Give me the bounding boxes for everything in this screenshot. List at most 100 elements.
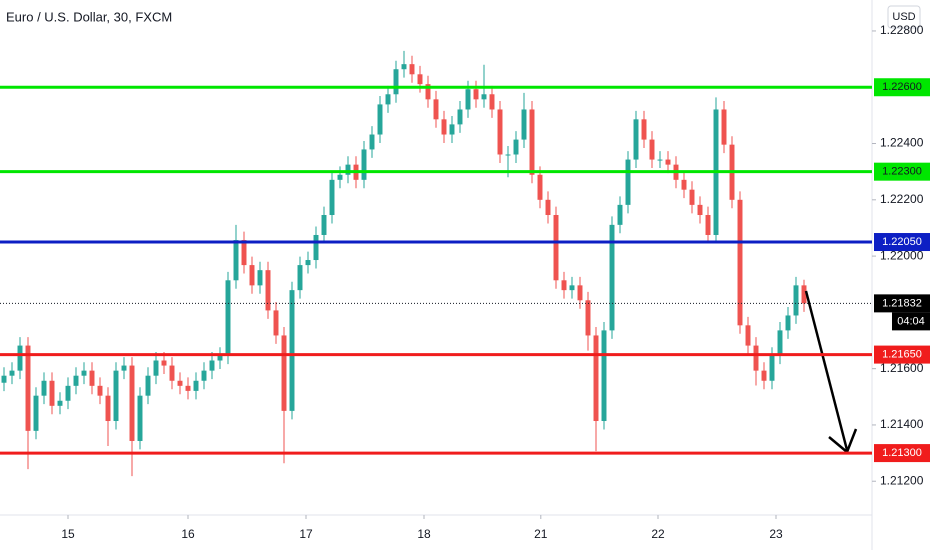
candle-body: [745, 325, 751, 346]
currency-button[interactable]: [887, 5, 921, 29]
candle-body: [41, 380, 47, 396]
candle-body: [473, 89, 479, 100]
currency-label[interactable]: USD: [892, 11, 915, 23]
countdown-box: [892, 312, 930, 331]
candle-body: [497, 109, 503, 155]
candle-body: [337, 174, 343, 180]
candle-body: [425, 84, 431, 100]
level-label: 1.21650: [882, 348, 922, 360]
level-label-box: [874, 233, 930, 252]
candle-body: [785, 315, 791, 331]
y-tick-label: 1.21600: [880, 361, 924, 375]
candle-body: [449, 124, 455, 135]
candle-body: [601, 330, 607, 422]
countdown-label: 04:04: [897, 315, 925, 327]
candle-body: [209, 360, 215, 371]
candle-body: [537, 174, 543, 200]
candle-body: [593, 335, 599, 422]
candle-body: [1, 375, 7, 383]
candle-body: [665, 159, 671, 165]
candle-body: [633, 119, 639, 160]
candle-body: [329, 179, 335, 216]
candle-body: [73, 375, 79, 386]
candle-body: [737, 199, 743, 326]
candle-body: [233, 240, 239, 281]
candle-body: [33, 395, 39, 431]
candle-body: [681, 179, 687, 190]
candle-body: [577, 285, 583, 301]
candle-body: [761, 370, 767, 381]
candle-body: [625, 159, 631, 205]
candle-body: [721, 109, 727, 145]
candle-body: [145, 375, 151, 396]
candle-body: [753, 345, 759, 371]
candle-body: [585, 300, 591, 336]
candle-body: [529, 109, 535, 175]
level-label-box: [874, 345, 930, 364]
candle-body: [313, 234, 319, 261]
candle-body: [121, 365, 127, 371]
candle-body: [161, 360, 167, 366]
candle-body: [489, 94, 495, 110]
candle-body: [641, 119, 647, 140]
candle-body: [521, 109, 527, 140]
candle-body: [65, 385, 71, 401]
y-tick-label: 1.21400: [880, 417, 924, 431]
x-tick-label: 21: [534, 527, 548, 541]
candle-body: [89, 370, 95, 386]
candle-body: [257, 270, 263, 286]
candle-body: [609, 224, 615, 331]
candle-body: [377, 104, 383, 135]
y-tick-label: 1.22800: [880, 23, 924, 37]
level-label-box: [874, 78, 930, 97]
candle-body: [217, 355, 223, 361]
candle-body: [169, 365, 175, 381]
candle-body: [17, 345, 23, 371]
candle-body: [705, 215, 711, 235]
y-tick-label: 1.21200: [880, 473, 924, 487]
last-price-box: [874, 294, 930, 313]
candle-body: [697, 204, 703, 216]
candle-body: [369, 134, 375, 150]
y-tick-label: 1.22400: [880, 136, 924, 150]
last-price-label: 1.21832: [882, 297, 922, 309]
level-label-box: [874, 162, 930, 181]
candle-body: [305, 260, 311, 266]
candle-body: [561, 280, 567, 291]
candle-body: [505, 154, 511, 156]
candle-body: [25, 345, 31, 431]
candle-body: [153, 360, 159, 376]
candle-body: [97, 385, 103, 396]
level-label-box: [874, 444, 930, 463]
candle-body: [457, 109, 463, 125]
candle-body: [689, 189, 695, 205]
candle-body: [393, 69, 399, 95]
x-tick-label: 23: [769, 527, 783, 541]
candle-body: [769, 355, 775, 381]
level-label: 1.22050: [882, 236, 922, 248]
candle-body: [201, 370, 207, 381]
candle-body: [81, 370, 87, 376]
candle-body: [321, 215, 327, 235]
candle-body: [409, 64, 415, 75]
candle-body: [57, 400, 63, 406]
candle-body: [345, 164, 351, 175]
candle-body: [361, 149, 367, 180]
candle-body: [385, 94, 391, 105]
candle-body: [185, 385, 191, 391]
candle-body: [265, 270, 271, 311]
candle-body: [617, 204, 623, 225]
level-label: 1.21300: [882, 447, 922, 459]
candle-body: [137, 395, 143, 441]
candle-body: [657, 159, 663, 161]
candle-body: [793, 285, 799, 316]
candle-body: [801, 285, 807, 304]
x-tick-label: 15: [61, 527, 75, 541]
arrow-shaft: [804, 290, 849, 451]
candle-body: [241, 240, 247, 266]
candle-body: [273, 310, 279, 336]
candle-body: [569, 285, 575, 291]
candle-body: [513, 139, 519, 155]
chart-title: Euro / U.S. Dollar, 30, FXCM: [6, 9, 172, 24]
